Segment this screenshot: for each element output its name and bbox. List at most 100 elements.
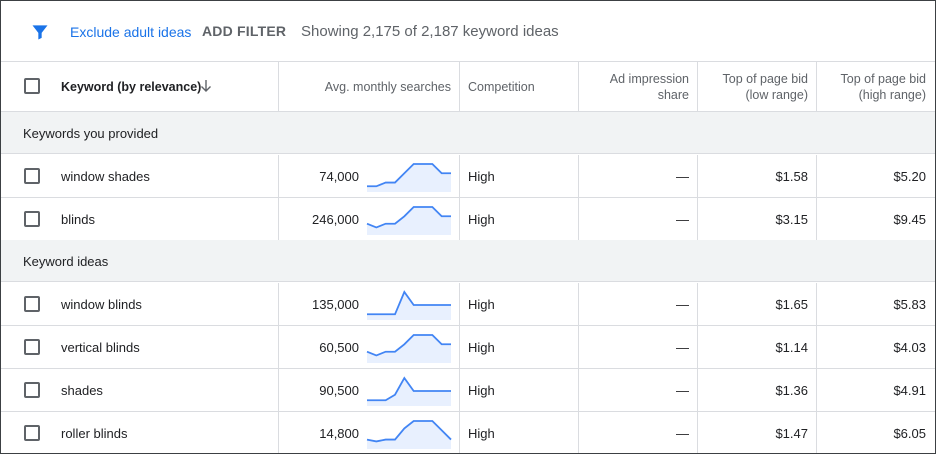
- section-label: Keywords you provided: [23, 126, 159, 141]
- bid-low-value: $1.65: [775, 297, 808, 312]
- table-row[interactable]: blinds 246,000 High — $3.15 $9.45: [1, 198, 935, 241]
- column-divider: [697, 369, 698, 411]
- impression-share-value: —: [676, 383, 689, 398]
- sparkline-line: [366, 334, 451, 357]
- column-header-impression-share[interactable]: Ad impression share: [581, 71, 689, 103]
- table-row[interactable]: vertical blinds 60,500 High — $1.14 $4.03: [1, 326, 935, 369]
- section-label: Keyword ideas: [23, 254, 109, 269]
- competition-level: High: [468, 340, 495, 355]
- bid-high-value: $6.05: [893, 426, 926, 441]
- sparkline-area: [367, 292, 451, 320]
- row-checkbox[interactable]: [24, 425, 40, 441]
- column-divider: [578, 283, 579, 325]
- filter-icon[interactable]: [30, 22, 50, 42]
- row-checkbox[interactable]: [24, 211, 40, 227]
- column-divider: [459, 198, 460, 240]
- header-line: share: [657, 88, 689, 102]
- column-divider: [816, 155, 817, 197]
- column-divider: [578, 326, 579, 368]
- keyword-text: blinds: [61, 212, 95, 227]
- header-line: (high range): [858, 88, 926, 102]
- competition-level: High: [468, 212, 495, 227]
- column-divider: [816, 283, 817, 325]
- sparkline-area: [367, 335, 451, 363]
- bid-low-value: $3.15: [775, 212, 808, 227]
- column-divider: [697, 62, 698, 111]
- column-divider: [697, 412, 698, 453]
- bid-low-value: $1.58: [775, 169, 808, 184]
- row-checkbox[interactable]: [24, 296, 40, 312]
- column-header-bid-low[interactable]: Top of page bid (low range): [701, 71, 809, 103]
- filter-toolbar: Exclude adult ideas ADD FILTER Showing 2…: [1, 1, 935, 62]
- column-header-competition[interactable]: Competition: [468, 80, 535, 94]
- column-divider: [459, 369, 460, 411]
- select-all-checkbox[interactable]: [24, 78, 40, 94]
- row-checkbox[interactable]: [24, 168, 40, 184]
- impression-share-value: —: [676, 169, 689, 184]
- column-divider: [459, 326, 460, 368]
- column-divider: [459, 412, 460, 453]
- exclude-adult-ideas-link[interactable]: Exclude adult ideas: [70, 24, 192, 40]
- trend-sparkline[interactable]: [365, 419, 453, 449]
- column-divider: [278, 369, 279, 411]
- header-line: Top of page bid: [840, 72, 927, 86]
- monthly-searches: 14,800: [319, 426, 359, 441]
- header-line: (low range): [745, 88, 808, 102]
- trend-sparkline[interactable]: [365, 290, 453, 320]
- row-checkbox[interactable]: [24, 382, 40, 398]
- column-divider: [278, 62, 279, 111]
- column-divider: [459, 62, 460, 111]
- keyword-text: window shades: [61, 169, 150, 184]
- monthly-searches: 74,000: [319, 169, 359, 184]
- add-filter-button[interactable]: ADD FILTER: [202, 23, 287, 39]
- column-divider: [697, 283, 698, 325]
- sparkline-line: [367, 290, 451, 316]
- column-divider: [697, 326, 698, 368]
- header-line: Top of page bid: [722, 72, 809, 86]
- sparkline-area: [367, 207, 451, 235]
- trend-sparkline[interactable]: [365, 162, 453, 192]
- column-divider: [459, 283, 460, 325]
- column-divider: [578, 155, 579, 197]
- column-header-bid-high[interactable]: Top of page bid (high range): [819, 71, 927, 103]
- bid-low-value: $1.47: [775, 426, 808, 441]
- table-row[interactable]: window shades 74,000 High — $1.58 $5.20: [1, 155, 935, 198]
- trend-sparkline[interactable]: [365, 333, 453, 363]
- monthly-searches: 135,000: [312, 297, 359, 312]
- column-header-keyword[interactable]: Keyword (by relevance): [61, 80, 202, 94]
- bid-high-value: $5.83: [893, 297, 926, 312]
- results-count: Showing 2,175 of 2,187 keyword ideas: [301, 23, 559, 40]
- column-divider: [278, 326, 279, 368]
- sparkline-area: [367, 164, 451, 192]
- trend-sparkline[interactable]: [365, 376, 453, 406]
- section-keywords-provided: Keywords you provided: [1, 112, 935, 154]
- sparkline-line: [366, 420, 452, 443]
- bid-low-value: $1.36: [775, 383, 808, 398]
- row-checkbox[interactable]: [24, 339, 40, 355]
- sparkline-area: [367, 421, 451, 449]
- header-line: Ad impression: [609, 72, 689, 86]
- bid-high-value: $4.91: [893, 383, 926, 398]
- table-row[interactable]: shades 90,500 High — $1.36 $4.91: [1, 369, 935, 412]
- column-divider: [459, 155, 460, 197]
- impression-share-value: —: [676, 426, 689, 441]
- table-row[interactable]: roller blinds 14,800 High — $1.47 $6.05: [1, 412, 935, 453]
- keyword-text: roller blinds: [61, 426, 128, 441]
- competition-level: High: [468, 426, 495, 441]
- section-keyword-ideas: Keyword ideas: [1, 240, 935, 282]
- impression-share-value: —: [676, 297, 689, 312]
- keyword-text: vertical blinds: [61, 340, 140, 355]
- column-divider: [816, 412, 817, 453]
- arrow-down-icon[interactable]: [200, 79, 212, 93]
- column-divider: [697, 198, 698, 240]
- sparkline-line: [366, 206, 451, 229]
- column-divider: [816, 326, 817, 368]
- trend-sparkline[interactable]: [365, 205, 453, 235]
- column-divider: [578, 62, 579, 111]
- keyword-text: window blinds: [61, 297, 142, 312]
- column-header-searches[interactable]: Avg. monthly searches: [324, 80, 451, 94]
- table-row[interactable]: window blinds 135,000 High — $1.65 $5.83: [1, 283, 935, 326]
- table-header: Keyword (by relevance) Avg. monthly sear…: [1, 62, 935, 112]
- bid-high-value: $9.45: [893, 212, 926, 227]
